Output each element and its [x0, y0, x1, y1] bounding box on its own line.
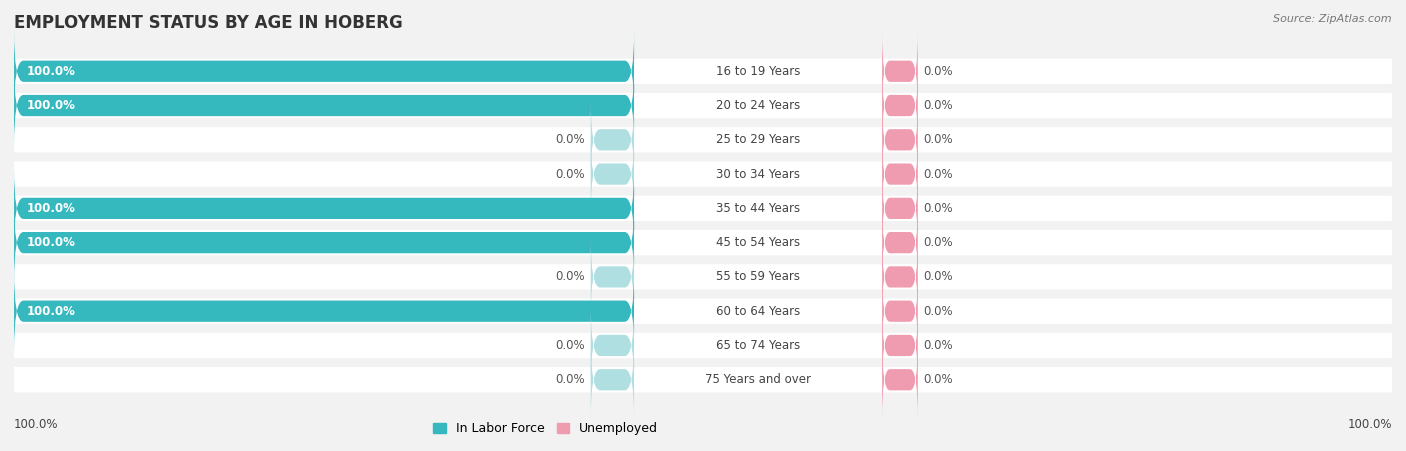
FancyBboxPatch shape — [14, 65, 634, 146]
FancyBboxPatch shape — [634, 264, 882, 290]
FancyBboxPatch shape — [634, 59, 882, 84]
FancyBboxPatch shape — [14, 168, 634, 249]
FancyBboxPatch shape — [591, 339, 634, 420]
FancyBboxPatch shape — [14, 333, 634, 358]
Text: 16 to 19 Years: 16 to 19 Years — [716, 65, 800, 78]
Text: 100.0%: 100.0% — [14, 419, 59, 432]
FancyBboxPatch shape — [634, 333, 882, 358]
FancyBboxPatch shape — [882, 230, 1392, 255]
FancyBboxPatch shape — [634, 230, 882, 255]
FancyBboxPatch shape — [591, 99, 634, 180]
Text: 0.0%: 0.0% — [555, 271, 585, 283]
Text: 0.0%: 0.0% — [922, 65, 952, 78]
FancyBboxPatch shape — [882, 299, 1392, 324]
FancyBboxPatch shape — [882, 236, 918, 318]
FancyBboxPatch shape — [882, 161, 1392, 187]
FancyBboxPatch shape — [882, 264, 1392, 290]
Text: 75 Years and over: 75 Years and over — [706, 373, 811, 386]
FancyBboxPatch shape — [882, 367, 1392, 392]
FancyBboxPatch shape — [634, 161, 882, 187]
FancyBboxPatch shape — [591, 305, 634, 386]
Text: 100.0%: 100.0% — [1347, 419, 1392, 432]
FancyBboxPatch shape — [634, 367, 882, 392]
Text: 0.0%: 0.0% — [922, 305, 952, 318]
Text: 100.0%: 100.0% — [27, 99, 76, 112]
FancyBboxPatch shape — [14, 264, 634, 290]
FancyBboxPatch shape — [14, 93, 634, 118]
Text: EMPLOYMENT STATUS BY AGE IN HOBERG: EMPLOYMENT STATUS BY AGE IN HOBERG — [14, 14, 402, 32]
FancyBboxPatch shape — [634, 196, 882, 221]
FancyBboxPatch shape — [882, 271, 918, 352]
FancyBboxPatch shape — [882, 93, 1392, 118]
Text: 0.0%: 0.0% — [922, 99, 952, 112]
FancyBboxPatch shape — [14, 367, 634, 392]
FancyBboxPatch shape — [882, 196, 1392, 221]
Text: 55 to 59 Years: 55 to 59 Years — [716, 271, 800, 283]
FancyBboxPatch shape — [882, 59, 1392, 84]
Text: 0.0%: 0.0% — [922, 202, 952, 215]
Text: 45 to 54 Years: 45 to 54 Years — [716, 236, 800, 249]
Text: 100.0%: 100.0% — [27, 65, 76, 78]
Text: 0.0%: 0.0% — [555, 168, 585, 180]
FancyBboxPatch shape — [882, 333, 1392, 358]
FancyBboxPatch shape — [14, 127, 634, 152]
FancyBboxPatch shape — [882, 202, 918, 283]
Legend: In Labor Force, Unemployed: In Labor Force, Unemployed — [427, 417, 664, 440]
FancyBboxPatch shape — [634, 299, 882, 324]
Text: 0.0%: 0.0% — [922, 236, 952, 249]
FancyBboxPatch shape — [14, 161, 634, 187]
FancyBboxPatch shape — [882, 305, 918, 386]
Text: 0.0%: 0.0% — [922, 271, 952, 283]
FancyBboxPatch shape — [591, 236, 634, 318]
FancyBboxPatch shape — [634, 127, 882, 152]
FancyBboxPatch shape — [14, 299, 634, 324]
Text: 30 to 34 Years: 30 to 34 Years — [716, 168, 800, 180]
Text: 25 to 29 Years: 25 to 29 Years — [716, 133, 800, 146]
Text: 65 to 74 Years: 65 to 74 Years — [716, 339, 800, 352]
Text: 0.0%: 0.0% — [922, 373, 952, 386]
FancyBboxPatch shape — [882, 31, 918, 112]
Text: Source: ZipAtlas.com: Source: ZipAtlas.com — [1274, 14, 1392, 23]
FancyBboxPatch shape — [14, 31, 634, 112]
Text: 0.0%: 0.0% — [555, 339, 585, 352]
FancyBboxPatch shape — [14, 202, 634, 283]
Text: 0.0%: 0.0% — [922, 133, 952, 146]
FancyBboxPatch shape — [882, 65, 918, 146]
FancyBboxPatch shape — [14, 230, 634, 255]
FancyBboxPatch shape — [591, 133, 634, 215]
Text: 60 to 64 Years: 60 to 64 Years — [716, 305, 800, 318]
Text: 35 to 44 Years: 35 to 44 Years — [716, 202, 800, 215]
Text: 100.0%: 100.0% — [27, 305, 76, 318]
FancyBboxPatch shape — [882, 168, 918, 249]
Text: 20 to 24 Years: 20 to 24 Years — [716, 99, 800, 112]
FancyBboxPatch shape — [882, 127, 1392, 152]
FancyBboxPatch shape — [882, 99, 918, 180]
Text: 0.0%: 0.0% — [922, 339, 952, 352]
FancyBboxPatch shape — [634, 93, 882, 118]
Text: 0.0%: 0.0% — [555, 373, 585, 386]
FancyBboxPatch shape — [14, 59, 634, 84]
Text: 0.0%: 0.0% — [922, 168, 952, 180]
FancyBboxPatch shape — [14, 271, 634, 352]
Text: 0.0%: 0.0% — [555, 133, 585, 146]
FancyBboxPatch shape — [882, 339, 918, 420]
Text: 100.0%: 100.0% — [27, 236, 76, 249]
Text: 100.0%: 100.0% — [27, 202, 76, 215]
FancyBboxPatch shape — [882, 133, 918, 215]
FancyBboxPatch shape — [14, 196, 634, 221]
